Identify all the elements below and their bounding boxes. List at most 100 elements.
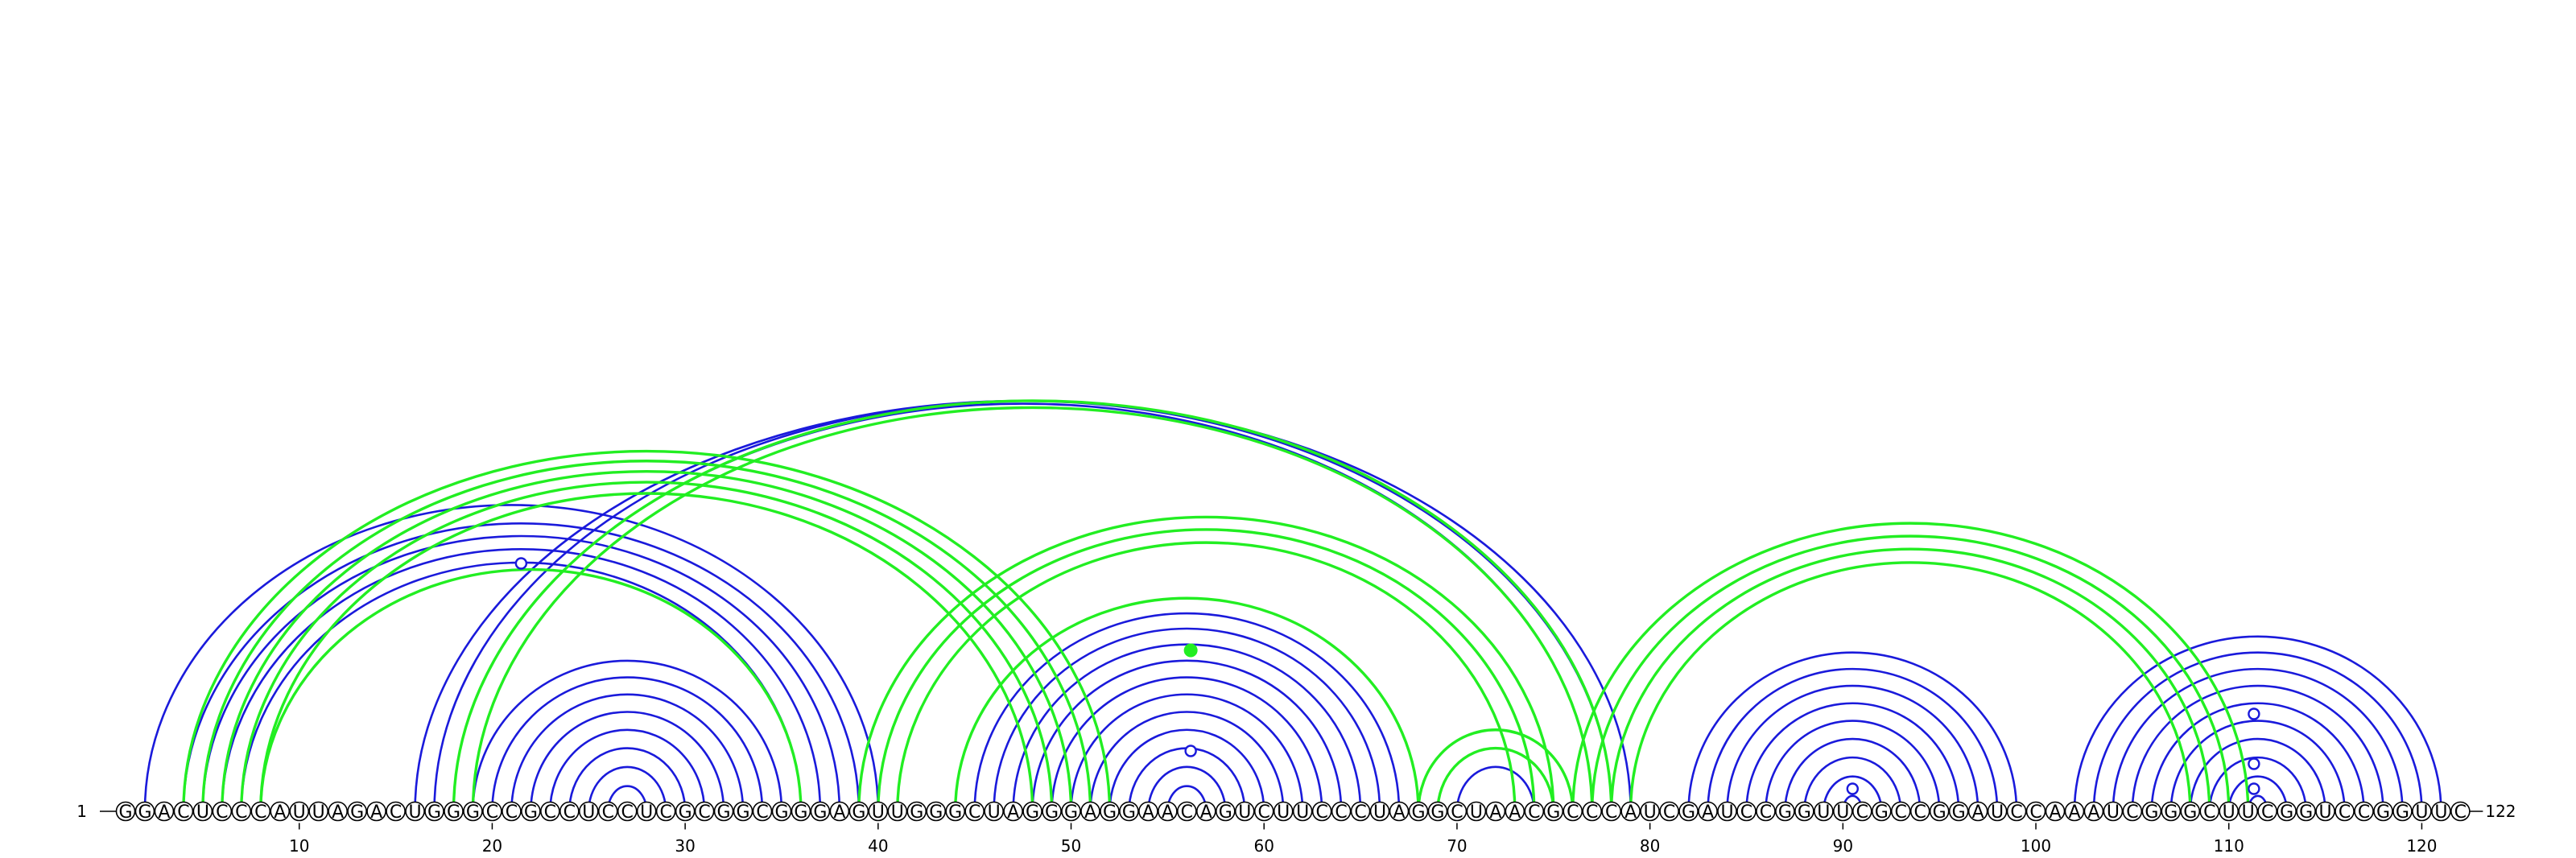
nucleotide-circle [1678, 801, 1699, 822]
nucleotide-circle [405, 801, 425, 822]
nucleotide-letter: C [1528, 802, 1540, 823]
nucleotide-letter: G [2280, 802, 2293, 823]
nucleotide-letter: G [1122, 802, 1136, 823]
nucleotide-letter: G [1219, 802, 1232, 823]
blue-arc-85-96 [1745, 702, 1960, 812]
nucleotide-circle [308, 801, 329, 822]
nucleotide-letter: C [1605, 802, 1617, 823]
nucleotide-letter: A [274, 802, 286, 823]
nucleotide-letter: C [1354, 802, 1366, 823]
nucleotide-letter: A [1007, 802, 1019, 823]
nucleotide-letter: G [794, 802, 807, 823]
sequence-end-label: 122 [2485, 802, 2516, 821]
green-arc-69-75 [1436, 746, 1555, 812]
blue-arc-110-113 [2227, 775, 2288, 812]
nucleotide-letter: C [1760, 802, 1772, 823]
nucleotide-letter: U [1238, 802, 1251, 823]
nucleotide-letter: C [659, 802, 671, 823]
nucleotide-circle [1311, 801, 1332, 822]
nucleotide-circle [1292, 801, 1313, 822]
tick-label: 70 [1447, 836, 1467, 856]
nucleotide-circle [1369, 801, 1390, 822]
nucleotide-letter: C [1740, 802, 1752, 823]
nucleotide-circle [154, 801, 175, 822]
nucleotide-letter: U [1644, 802, 1657, 823]
nucleotide-letter: C [1895, 802, 1907, 823]
nucleotide-letter: G [2299, 802, 2313, 823]
blue-arc-83-98 [1707, 667, 1999, 812]
nucleotide-letter: A [1972, 802, 1984, 823]
nucleotide-letter: G [910, 802, 923, 823]
sequence-start-label: 1 [76, 802, 87, 821]
green-marker [1183, 643, 1198, 658]
blue-marker [514, 557, 528, 570]
nucleotide-circle [1640, 801, 1660, 822]
nucleotide-circle [1794, 801, 1814, 822]
nucleotide-circle [270, 801, 291, 822]
nucleotide-letter: G [1798, 802, 1811, 823]
tick-label: 10 [289, 836, 309, 856]
blue-arc-19-35 [472, 659, 783, 812]
nucleotide-circle [791, 801, 811, 822]
nucleotide-letter: G [774, 802, 788, 823]
nucleotide-circle [1698, 801, 1718, 822]
nucleotide-letter: C [486, 802, 498, 823]
nucleotide-circle [1967, 801, 1988, 822]
nucleotide-circle [1408, 801, 1429, 822]
nucleotide-letter: C [564, 802, 576, 823]
nucleotide-circle [2180, 801, 2201, 822]
green-arc-68-76 [1417, 728, 1575, 812]
nucleotide-circle [1717, 801, 1737, 822]
nucleotide-circle [1948, 801, 1969, 822]
nucleotide-letter: C [1856, 802, 1868, 823]
green-arc-39-75 [857, 515, 1555, 812]
nucleotide-circle [810, 801, 831, 822]
nucleotide-circle [2025, 801, 2046, 822]
nucleotide-circle [2122, 801, 2143, 822]
nucleotide-circle [366, 801, 386, 822]
nucleotide-letter: U [1991, 802, 2004, 823]
nucleotide-letter: U [1470, 802, 1483, 823]
nucleotide-letter: U [408, 802, 421, 823]
nucleotide-circle [1080, 801, 1100, 822]
nucleotide-letter: C [1567, 802, 1579, 823]
nucleotide-letter: G [679, 802, 692, 823]
nucleotide-letter: G [1875, 802, 1889, 823]
nucleotide-circle [1563, 801, 1583, 822]
nucleotide-circle [1485, 801, 1506, 822]
nucleotide-circle [1003, 801, 1023, 822]
nucleotide-letter: A [1624, 802, 1637, 823]
green-arc-6-50 [221, 470, 1073, 812]
blue-marker [1184, 745, 1197, 757]
nucleotide-letter: U [1720, 802, 1733, 823]
nucleotide-letter: C [2203, 802, 2215, 823]
nucleotide-circle [2064, 801, 2085, 822]
nucleotide-letter: A [370, 802, 382, 823]
nucleotide-letter: C [621, 802, 634, 823]
nucleotide-letter: C [2126, 802, 2138, 823]
blue-arc-4-39 [182, 522, 861, 812]
nucleotide-circle [1833, 801, 1853, 822]
nucleotide-circle [1582, 801, 1603, 822]
nucleotide-circle [2450, 801, 2471, 822]
nucleotide-letter: G [1933, 802, 1946, 823]
nucleotide-circle [250, 801, 271, 822]
nucleotide-letter: C [390, 802, 402, 823]
green-arc-79-108 [1629, 561, 2192, 812]
blue-arc-25-29 [587, 765, 667, 812]
blue-arc-109-114 [2208, 756, 2307, 812]
nucleotide-letter: G [948, 802, 962, 823]
blue-arc-5-38 [201, 534, 841, 812]
nucleotide-circle [675, 801, 696, 822]
blue-marker [2248, 757, 2260, 770]
blue-arc-70-74 [1455, 765, 1536, 812]
nucleotide-letter: G [427, 802, 441, 823]
nucleotide-letter: G [118, 802, 132, 823]
nucleotide-letter: U [1817, 802, 1830, 823]
blue-arc-55-57 [1166, 785, 1208, 812]
nucleotide-circle [2373, 801, 2393, 822]
blue-arc-104-119 [2112, 667, 2404, 812]
nucleotide-letter: G [138, 802, 151, 823]
nucleotide-letter: A [158, 802, 170, 823]
